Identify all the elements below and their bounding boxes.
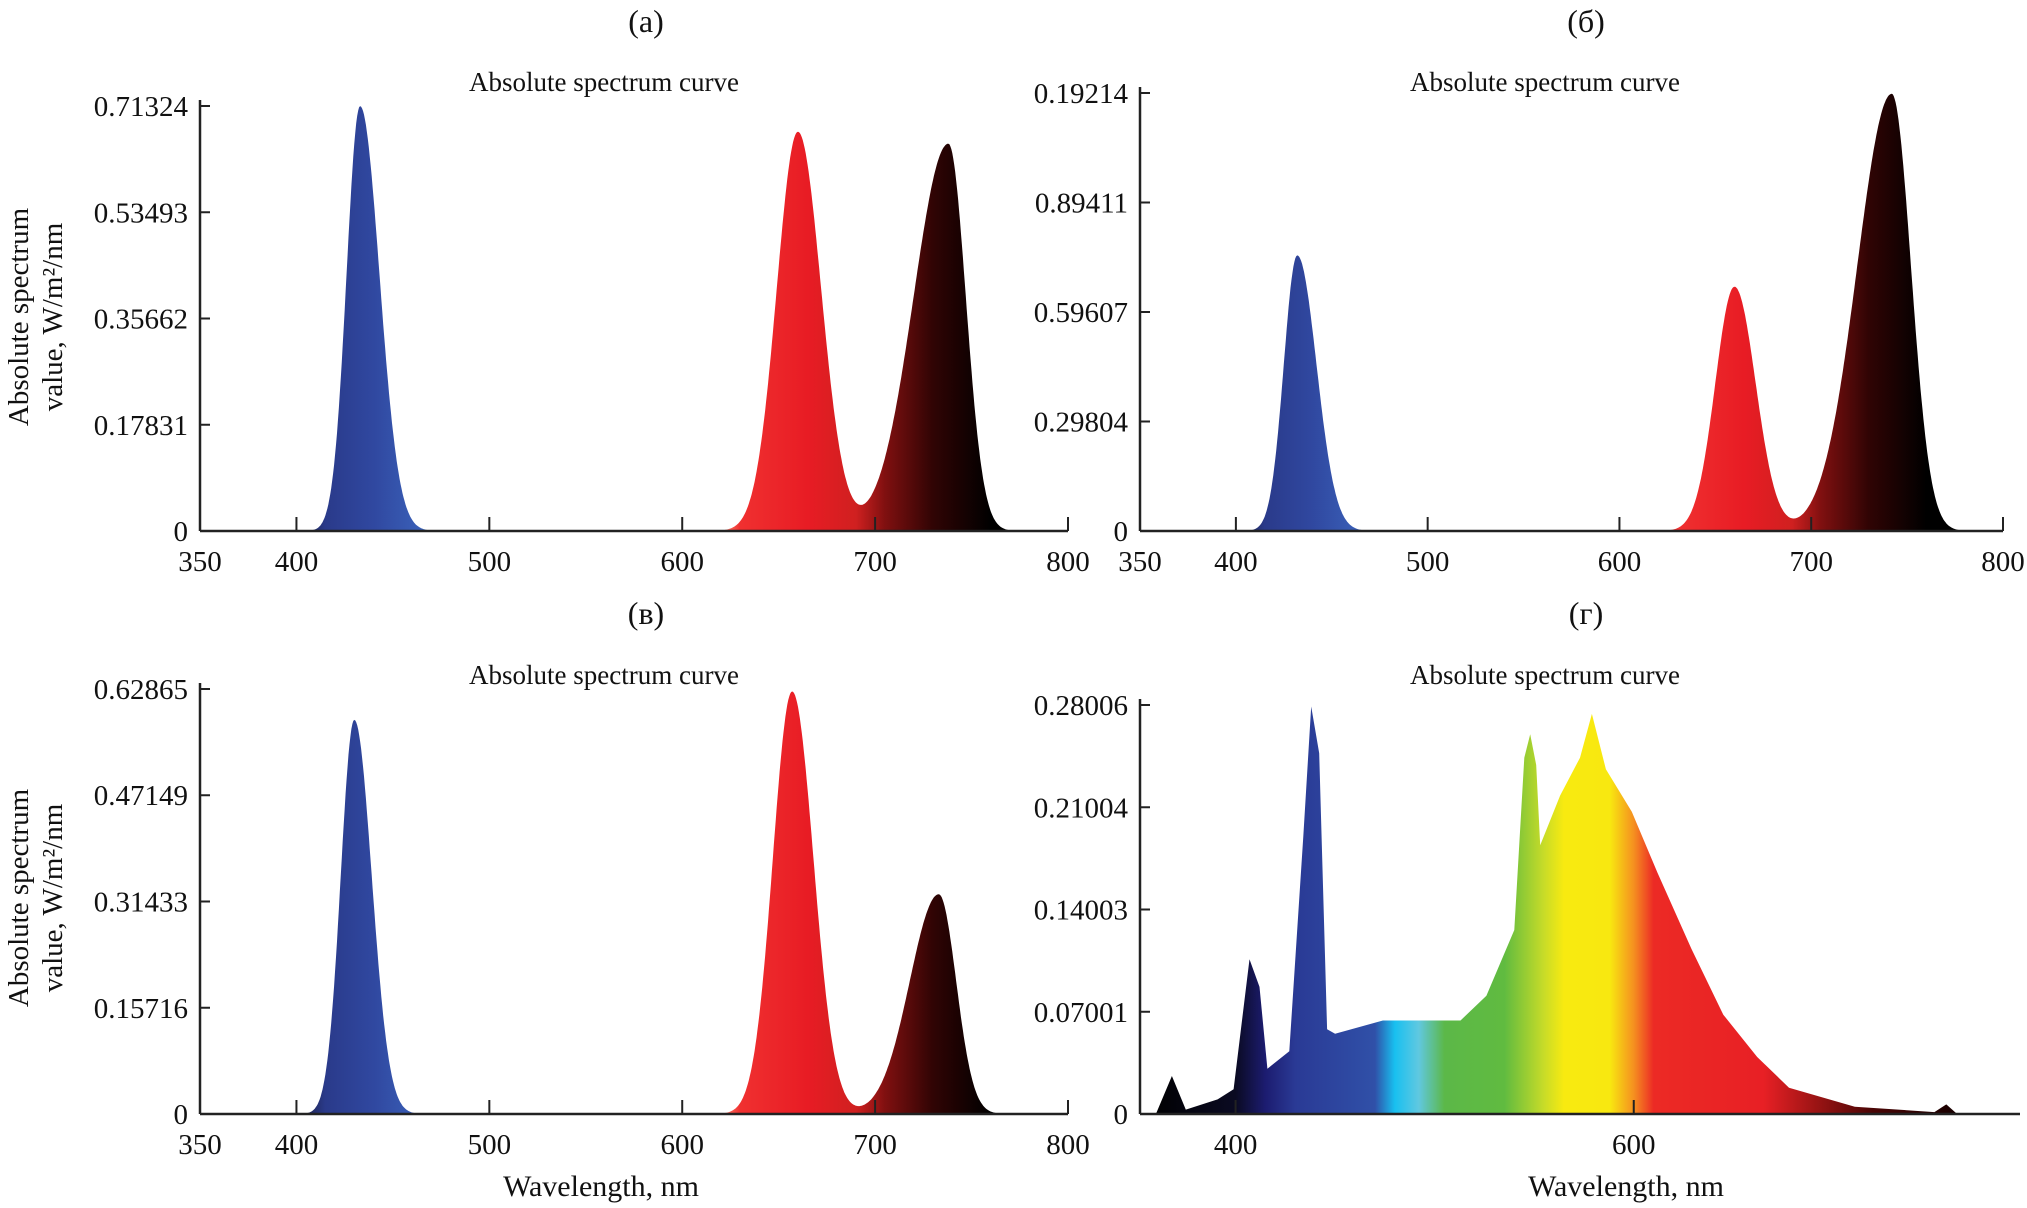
y-tick-label: 0.31433 (94, 886, 188, 918)
x-tick-label: 400 (275, 1129, 319, 1161)
chart-title: Absolute spectrum curve (469, 67, 739, 97)
x-tick-label: 400 (1214, 546, 1258, 578)
x-tick-label: 800 (1046, 546, 1090, 578)
panel-b: (б) Absolute spectrum curve 0 0.29804 0.59… (1034, 3, 2025, 578)
x-tick-label: 500 (468, 546, 512, 578)
spectrum-area (1155, 706, 2020, 1114)
y-tick-label: 0.71324 (94, 91, 189, 123)
y-axis-label-line2: value, W/m²/nm (37, 222, 69, 411)
x-tick-label: 500 (1406, 546, 1450, 578)
y-axis-label-line1: Absolute spectrum (3, 207, 35, 426)
y-tick-label: 0.35662 (94, 304, 188, 336)
y-tick-label: 0.62865 (94, 674, 188, 706)
y-tick-label: 0.28006 (1034, 690, 1128, 722)
x-tick-label: 500 (468, 1129, 512, 1161)
y-tick-label: 0.29804 (1034, 406, 1129, 438)
panel-label: (а) (628, 3, 664, 39)
y-tick-label: 0.15716 (94, 993, 188, 1025)
panel-label: (б) (1567, 3, 1605, 39)
x-tick-label: 350 (178, 546, 222, 578)
x-tick-label: 350 (178, 1129, 222, 1161)
y-tick-label: 0 (174, 516, 189, 548)
panel-d: (г) Absolute spectrum curve Wavelength, … (1034, 595, 2020, 1203)
y-tick-label: 0.17831 (94, 410, 188, 442)
y-axis-label-line1: Absolute spectrum (3, 788, 35, 1007)
x-tick-label: 600 (660, 546, 704, 578)
y-tick-label: 0.19214 (1034, 78, 1129, 110)
chart-title: Absolute spectrum curve (1410, 660, 1680, 690)
x-tick-label: 600 (1612, 1129, 1656, 1161)
panel-label: (г) (1569, 595, 1603, 631)
x-tick-label: 400 (275, 546, 319, 578)
y-tick-label: 0.47149 (94, 780, 188, 812)
x-tick-label: 800 (1046, 1129, 1090, 1161)
y-tick-label: 0 (1114, 1099, 1129, 1131)
spectrum-area (1226, 93, 1984, 532)
x-tick-label: 800 (1981, 546, 2025, 578)
chart-title: Absolute spectrum curve (469, 660, 739, 690)
y-tick-label: 0.53493 (94, 197, 188, 229)
spectrum-area (286, 106, 1049, 531)
x-axis-label: Wavelength, nm (1528, 1170, 1724, 1203)
chart-title: Absolute spectrum curve (1410, 67, 1680, 97)
x-tick-label: 600 (1598, 546, 1642, 578)
x-tick-label: 600 (660, 1129, 704, 1161)
y-tick-label: 0.21004 (1034, 792, 1129, 824)
panel-a: (а) Absolute spectrum curve Absolute spe… (3, 3, 1090, 578)
y-tick-label: 0 (174, 1099, 189, 1131)
x-tick-label: 350 (1118, 546, 1162, 578)
x-tick-label: 700 (853, 1129, 897, 1161)
y-tick-label: 0.14003 (1034, 895, 1128, 927)
spectrum-area (286, 691, 1049, 1114)
panel-label: (в) (628, 595, 664, 631)
y-tick-label: 0 (1114, 516, 1129, 548)
x-tick-label: 400 (1214, 1129, 1258, 1161)
x-tick-label: 700 (1789, 546, 1833, 578)
y-tick-label: 0.89411 (1035, 187, 1128, 219)
panel-c: (в) Absolute spectrum curve Absolute spe… (3, 595, 1090, 1203)
y-axis-label-line2: value, W/m²/nm (37, 803, 69, 992)
x-tick-label: 700 (853, 546, 897, 578)
y-tick-label: 0.59607 (1034, 297, 1128, 329)
x-axis-label: Wavelength, nm (503, 1170, 699, 1203)
y-tick-label: 0.07001 (1034, 997, 1128, 1029)
